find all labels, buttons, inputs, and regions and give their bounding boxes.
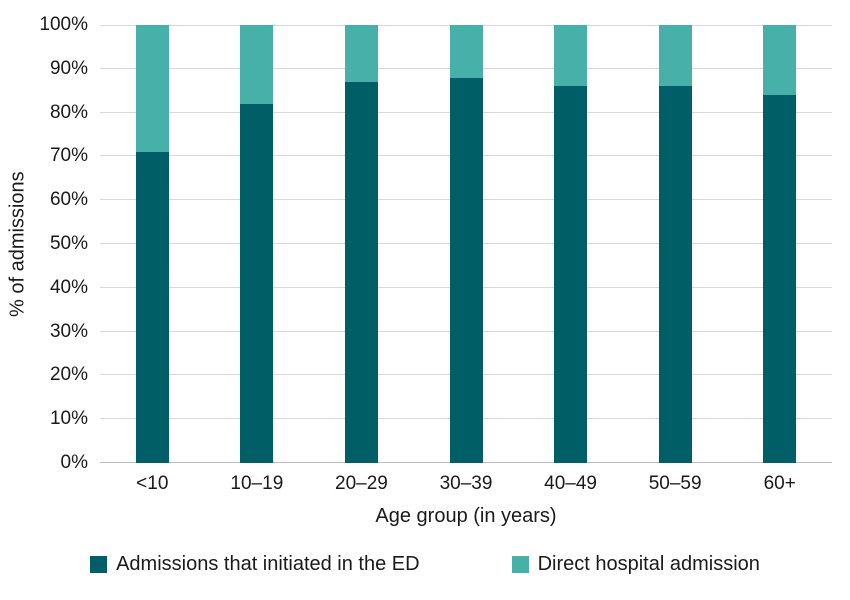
bar-stack bbox=[659, 25, 692, 463]
bar-segment-direct bbox=[763, 25, 796, 96]
bar-segment-ed bbox=[554, 86, 587, 463]
bar-segment-ed bbox=[659, 86, 692, 463]
x-tick-label: 30–39 bbox=[439, 473, 493, 494]
x-tick-label: 60+ bbox=[763, 473, 796, 494]
legend-swatch-direct bbox=[511, 556, 529, 573]
x-tick-label: 50–59 bbox=[648, 473, 702, 494]
x-tick-label: 10–19 bbox=[230, 473, 284, 494]
legend: Admissions that initiated in the ED Direc… bbox=[0, 553, 850, 576]
y-tick-label: 20% bbox=[49, 364, 88, 386]
x-axis-title: Age group (in years) bbox=[375, 505, 557, 527]
y-tick-label: 90% bbox=[49, 57, 88, 79]
y-tick-label: 30% bbox=[49, 320, 88, 342]
y-tick-label: 0% bbox=[60, 452, 88, 473]
legend-entry-ed: Admissions that initiated in the ED bbox=[90, 553, 420, 576]
bar-stack bbox=[554, 25, 587, 463]
x-tick-label: 20–29 bbox=[335, 473, 388, 494]
bar-segment-direct bbox=[240, 25, 273, 104]
y-tick-label: 80% bbox=[49, 101, 88, 123]
y-tick-label: 100% bbox=[39, 14, 88, 35]
y-tick-label: 70% bbox=[49, 145, 88, 167]
bar-stack bbox=[345, 25, 378, 463]
bar-segment-direct bbox=[659, 25, 692, 87]
y-tick-label: 50% bbox=[49, 233, 88, 254]
bar-segment-direct bbox=[450, 25, 483, 78]
legend-swatch-ed bbox=[90, 556, 108, 573]
y-tick-label: 10% bbox=[49, 408, 88, 430]
bar-segment-ed bbox=[450, 77, 483, 463]
bar-segment-direct bbox=[554, 25, 587, 87]
bar-stack bbox=[240, 25, 273, 463]
x-tick-label: 40–49 bbox=[544, 473, 597, 494]
y-tick-label: 40% bbox=[49, 276, 88, 298]
legend-entry-direct: Direct hospital admission bbox=[511, 553, 760, 576]
bar-stack bbox=[136, 25, 169, 463]
bar-segment-direct bbox=[345, 25, 378, 82]
legend-label: Admissions that initiated in the ED bbox=[116, 553, 420, 575]
bar-segment-ed bbox=[240, 103, 273, 463]
bar-segment-direct bbox=[136, 25, 169, 153]
x-tick-label: <10 bbox=[136, 473, 169, 494]
bar-stack bbox=[763, 25, 796, 463]
bar-stack bbox=[450, 25, 483, 463]
legend-label: Direct hospital admission bbox=[537, 553, 760, 575]
bar-segment-ed bbox=[345, 81, 378, 463]
y-tick-label: 60% bbox=[49, 189, 88, 211]
bar-segment-ed bbox=[763, 95, 796, 463]
bar-segment-ed bbox=[136, 152, 169, 463]
plot-area bbox=[100, 25, 832, 463]
